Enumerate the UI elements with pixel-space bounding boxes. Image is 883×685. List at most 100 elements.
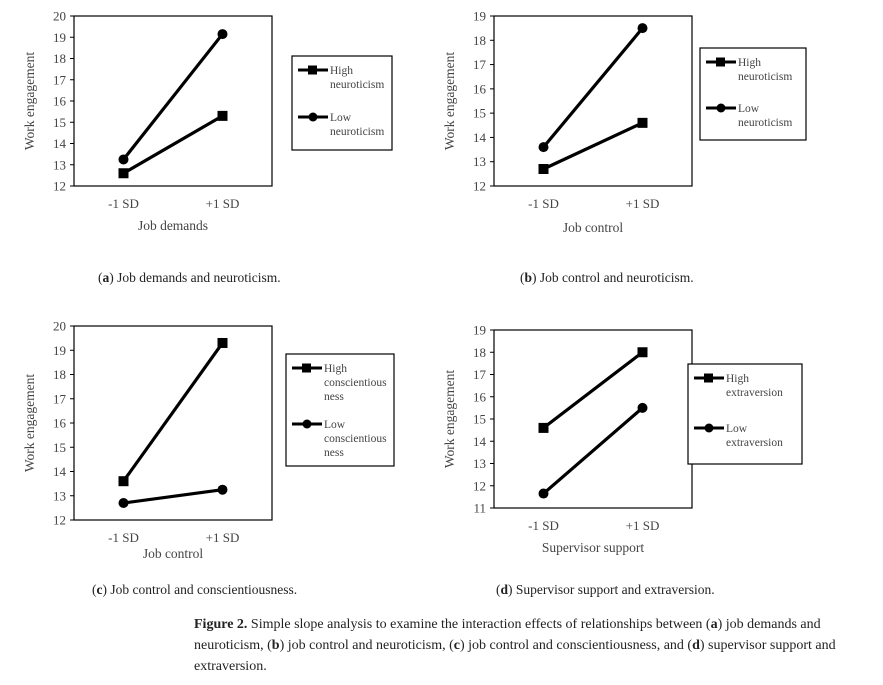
chart-b-ytick-label-3: 15	[473, 106, 486, 121]
chart-c-legend-marker-1	[302, 419, 312, 429]
chart-a-xlabel: Job demands	[138, 218, 208, 233]
chart-a-legend-label-0-line-1: neuroticism	[330, 79, 384, 91]
chart-d-ytick-label-0: 11	[473, 501, 486, 516]
caption-c-text: Job control and conscientiousness.	[110, 582, 298, 597]
chart-b-ytick-label-4: 16	[473, 81, 487, 96]
caption-a: (a) Job demands and neuroticism.	[98, 270, 281, 285]
chart-a-ytick-label-7: 19	[53, 30, 66, 45]
chart-d-legend-label-1: Low extraversion	[726, 423, 783, 449]
caption-a-letter: a	[102, 270, 110, 285]
chart-b-series-1-point-1	[637, 23, 648, 34]
chart-a-svg: 12 13 14 15 16 17 18 19 20 -1 SD +1 SD Job demands W…	[22, 9, 393, 233]
chart-b-series-0-point-0	[538, 164, 549, 174]
chart-c-ytick-label-6: 18	[53, 367, 66, 382]
chart-c-series-0-point-1	[217, 337, 228, 348]
figure-caption-text-2: ) job demands and neuroticism, (	[194, 617, 821, 653]
chart-a-legend-label-1-line-1: neuroticism	[330, 126, 384, 138]
chart-c-ytick-label-3: 15	[53, 440, 66, 455]
chart-a-ytick-label-1: 13	[53, 157, 66, 172]
chart-b-series-0-point-1	[637, 117, 648, 128]
chart-d-series-0-point-0	[538, 422, 549, 433]
chart-b-ytick-label-2: 14	[473, 130, 487, 145]
chart-c-legend-box	[285, 353, 395, 467]
chart-a-series-1-point-1	[217, 29, 228, 40]
chart-b-legend-label-1: Low neuroticism	[738, 103, 792, 129]
chart-c-legend-marker-0	[302, 363, 311, 373]
chart-c-xtick-label-0: -1 SD	[108, 530, 139, 545]
chart-a-xtick-label-0: -1 SD	[108, 196, 139, 211]
chart-b-series-line-1	[542, 27, 644, 149]
chart-b-series-line-0	[542, 121, 644, 171]
chart-c-xlabel: Job control	[143, 546, 204, 561]
chart-b-legend-marker-1	[716, 103, 726, 113]
chart-a-legend-label-0-line-0: High	[330, 65, 353, 77]
chart-d-xtick-label-1: +1 SD	[626, 518, 660, 533]
chart-d-xlabel: Supervisor support	[542, 540, 645, 555]
chart-a-ytick-label-2: 14	[53, 136, 67, 151]
chart-a-plot-frame	[73, 15, 273, 187]
chart-b-xtick-label-0: -1 SD	[528, 196, 559, 211]
chart-a-legend-label-1: Low neuroticism	[330, 112, 384, 138]
caption-d: (d) Supervisor support and extraversion.	[496, 582, 715, 597]
chart-panel-c: 12 13 14 15 16 17 18 19 20 -1 SD +1 SD Job control W…	[0, 314, 440, 564]
chart-b-xtick-label-1: +1 SD	[626, 196, 660, 211]
figure-caption: Figure 2. Simple slope analysis to exami…	[194, 614, 864, 677]
figure-label: Figure 2.	[194, 617, 248, 632]
chart-a-series-0-point-1	[217, 110, 228, 121]
chart-panel-d: 11 12 13 14 15 16 17 18 19 -1 SD +1 SD Supervisor s…	[420, 314, 860, 564]
chart-d-legend-label-0: High extraversion	[726, 373, 783, 399]
figure-caption-text-0: Simple slope analysis to examine the int…	[247, 617, 711, 632]
chart-panel-a: 12 13 14 15 16 17 18 19 20 -1 SD +1 SD Job demands W…	[0, 0, 440, 250]
chart-c-legend-label-0-line-0: High	[324, 363, 347, 375]
chart-c-ytick-label-1: 13	[53, 488, 66, 503]
chart-d-legend-label-1-line-1: extraversion	[726, 437, 783, 449]
figure-caption-body: Simple slope analysis to examine the int…	[194, 617, 836, 674]
chart-a-ytick-label-5: 17	[53, 72, 67, 87]
chart-b-ylabel: Work engagement	[442, 52, 457, 151]
chart-b-series-1-point-0	[538, 142, 549, 153]
chart-c-legend-label-1: Low conscientious ness	[324, 419, 387, 459]
chart-b-legend-label-1-line-1: neuroticism	[738, 117, 792, 129]
chart-d-series-line-0	[542, 350, 644, 430]
chart-b-plot-frame	[493, 15, 693, 187]
figure-caption-text-4: ) job control and neuroticism, (	[279, 638, 454, 653]
figure-caption-bold-1: a	[710, 617, 718, 632]
chart-a-ylabel: Work engagement	[22, 52, 37, 151]
chart-b-legend-label-0-line-1: neuroticism	[738, 71, 792, 83]
chart-a-legend-marker-0	[308, 65, 317, 75]
chart-d-ytick-label-8: 19	[473, 323, 486, 338]
figure-caption-text-6: ) job control and conscientiousness, and…	[459, 638, 693, 653]
chart-c-ytick-label-0: 12	[53, 513, 66, 528]
chart-d-legend-marker-1	[704, 423, 714, 433]
chart-c-ytick-label-4: 16	[53, 416, 67, 431]
chart-b-legend-label-0-line-0: High	[738, 57, 761, 69]
chart-d-ytick-label-1: 12	[473, 478, 486, 493]
chart-c-legend-label-0-line-1: conscientious	[324, 377, 387, 389]
chart-c-legend-label-0-line-2: ness	[324, 391, 344, 403]
chart-a-ytick-label-6: 18	[53, 51, 66, 66]
chart-d-ytick-label-5: 16	[473, 389, 487, 404]
chart-b-xlabel: Job control	[563, 220, 624, 235]
chart-b-legend-label-0: High neuroticism	[738, 57, 792, 83]
chart-a-legend-label-1-line-0: Low	[330, 112, 352, 124]
chart-b-ytick-label-7: 19	[473, 9, 486, 24]
chart-c-ylabel: Work engagement	[22, 374, 37, 473]
chart-d-series-0-point-1	[637, 347, 648, 358]
caption-b: (b) Job control and neuroticism.	[520, 270, 694, 285]
chart-a-series-0-point-0	[118, 168, 129, 179]
chart-c-series-1-point-0	[118, 498, 129, 509]
chart-a-xtick-label-1: +1 SD	[206, 196, 240, 211]
chart-b-ytick-label-5: 17	[473, 57, 487, 72]
figure-caption-bold-3: b	[271, 638, 280, 653]
figure-caption-text-8: ) supervisor support and extraversion.	[194, 638, 836, 674]
chart-a-legend-marker-1	[308, 112, 318, 122]
chart-d-ylabel: Work engagement	[442, 370, 457, 469]
chart-d-ytick-label-3: 14	[473, 434, 487, 449]
chart-b-ytick-label-1: 13	[473, 154, 486, 169]
figure-caption-bold-7: d	[692, 638, 700, 653]
chart-c-series-line-1	[123, 488, 223, 505]
caption-a-text: Job demands and neuroticism.	[117, 270, 281, 285]
chart-panel-b: 12 13 14 15 16 17 18 19 -1 SD +1 SD Job control Wor…	[420, 0, 860, 250]
chart-d-svg: 11 12 13 14 15 16 17 18 19 -1 SD +1 SD Supervisor s…	[442, 323, 803, 555]
